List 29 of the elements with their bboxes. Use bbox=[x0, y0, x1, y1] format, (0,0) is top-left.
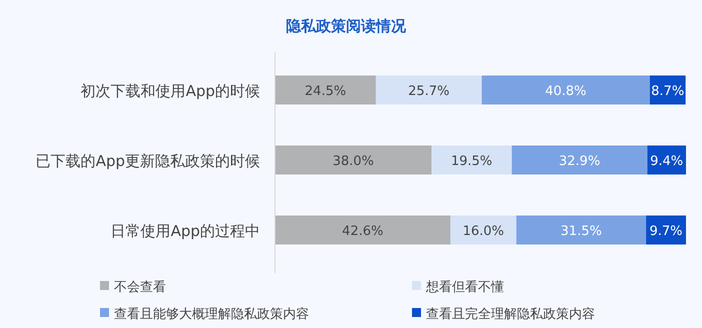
bar bbox=[376, 76, 482, 104]
y-tick-label: 已下载的App更新隐私政策的时候 bbox=[36, 152, 260, 170]
y-tick-label: 初次下载和使用App的时候 bbox=[80, 82, 260, 100]
data-label: 32.9% bbox=[558, 154, 600, 169]
bar bbox=[275, 76, 376, 104]
data-label: 31.5% bbox=[560, 224, 602, 239]
data-label: 19.5% bbox=[450, 154, 492, 169]
legend-label: 不会查看 bbox=[114, 280, 166, 295]
data-label: 9.7% bbox=[650, 224, 683, 239]
bar bbox=[482, 76, 650, 104]
chart-title: 隐私政策阅读情况 bbox=[286, 17, 407, 35]
data-label: 16.0% bbox=[462, 224, 504, 239]
data-label: 24.5% bbox=[304, 84, 346, 99]
data-label: 42.6% bbox=[342, 224, 384, 239]
data-label: 25.7% bbox=[408, 84, 450, 99]
legend-label: 想看但看不懂 bbox=[425, 280, 504, 295]
bar bbox=[275, 146, 432, 174]
bar bbox=[431, 146, 512, 174]
y-tick-label: 日常使用App的过程中 bbox=[110, 222, 260, 240]
data-label: 40.8% bbox=[545, 84, 586, 99]
legend-label: 查看且能够大概理解隐私政策内容 bbox=[114, 306, 309, 322]
bar bbox=[450, 216, 516, 244]
bar bbox=[516, 216, 646, 244]
data-label: 38.0% bbox=[332, 154, 374, 169]
data-label: 9.4% bbox=[650, 154, 684, 169]
bar bbox=[512, 146, 648, 174]
data-label: 8.7% bbox=[651, 84, 684, 99]
bar bbox=[275, 216, 450, 244]
legend-label: 查看且完全理解隐私政策内容 bbox=[426, 306, 595, 322]
